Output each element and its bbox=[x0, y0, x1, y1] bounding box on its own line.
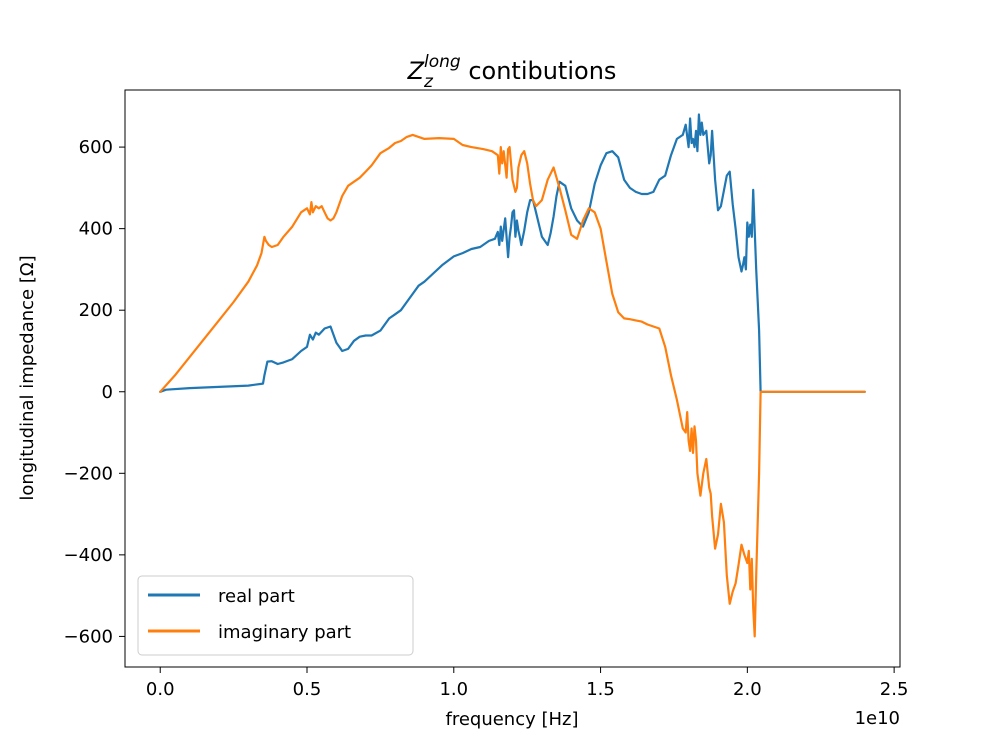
legend: real part imaginary part bbox=[137, 575, 414, 656]
plot-area-frame bbox=[124, 89, 901, 668]
chart-title-rest: contibutions bbox=[461, 57, 617, 85]
x-tick-label: 0.5 bbox=[293, 679, 322, 700]
y-tick-label: −200 bbox=[64, 463, 113, 484]
x-tick-label: 2.0 bbox=[733, 679, 762, 700]
x-axis-ticks: 0.0 0.5 1.0 1.5 2.0 2.5 bbox=[146, 667, 909, 700]
y-tick-label: 600 bbox=[79, 137, 113, 158]
series-layer bbox=[159, 113, 866, 638]
series-line-real-part bbox=[159, 113, 866, 393]
chart-title: Zzlong contibutions bbox=[407, 52, 617, 92]
chart-title-superscript: long bbox=[424, 52, 461, 72]
chart-title-subscript: z bbox=[423, 72, 434, 92]
y-tick-label: −400 bbox=[64, 545, 113, 566]
legend-box bbox=[137, 575, 414, 656]
x-tick-label: 2.5 bbox=[880, 679, 909, 700]
y-tick-label: 0 bbox=[102, 382, 113, 403]
x-tick-label: 1.5 bbox=[586, 679, 615, 700]
x-offset-label: 1e10 bbox=[855, 708, 900, 729]
series-line-imaginary-part bbox=[159, 133, 866, 638]
x-tick-label: 1.0 bbox=[439, 679, 468, 700]
chart-title-main: Z bbox=[407, 57, 425, 85]
y-tick-label: 400 bbox=[79, 219, 113, 240]
x-axis-label: frequency [Hz] bbox=[445, 709, 578, 730]
legend-label-real-part: real part bbox=[218, 586, 295, 607]
legend-label-imaginary-part: imaginary part bbox=[218, 622, 351, 643]
y-axis-label: longitudinal impedance [Ω] bbox=[17, 255, 38, 500]
x-tick-label: 0.0 bbox=[146, 679, 175, 700]
y-tick-label: 200 bbox=[79, 300, 113, 321]
y-tick-label: −600 bbox=[64, 626, 113, 647]
y-axis-ticks: −600 −400 −200 0 200 400 600 bbox=[64, 137, 125, 647]
